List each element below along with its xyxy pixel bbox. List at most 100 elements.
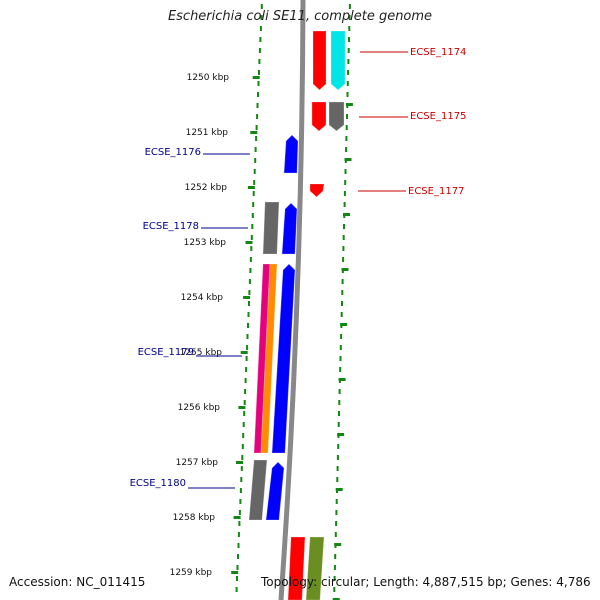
guide-dot	[248, 301, 250, 306]
guide-dot	[251, 224, 254, 229]
scale-label: 1258 kbp	[173, 513, 216, 523]
guide-dot	[249, 257, 252, 262]
guide-dot	[235, 587, 238, 592]
scale-tick-minor	[343, 213, 350, 216]
guide-dot	[237, 532, 240, 537]
gene-feature-outline	[260, 263, 278, 454]
scale-tick-minor	[332, 598, 340, 600]
guide-dot	[341, 279, 344, 284]
gene-feature-outline	[312, 30, 327, 91]
guide-dot	[245, 356, 248, 361]
guide-dot	[258, 48, 261, 53]
guide-dot	[345, 136, 348, 141]
scale-tick-minor	[345, 103, 353, 106]
gene-label: ECSE_1178	[143, 221, 199, 232]
guide-dot	[253, 180, 256, 185]
guide-dot	[239, 488, 242, 493]
guide-dot	[339, 367, 342, 372]
gene-feature-ecse-1178	[282, 203, 297, 254]
scale-label: 1253 kbp	[184, 238, 227, 248]
guide-dot	[248, 290, 251, 295]
gene-feature-ecse-1175	[312, 102, 326, 131]
guide-dot	[254, 158, 257, 163]
gene-feature-ecse-1180	[249, 460, 267, 520]
guide-dot	[259, 37, 262, 42]
scale-tick-minor	[335, 488, 343, 491]
guide-dot	[247, 323, 249, 328]
guide-dot	[337, 422, 340, 427]
guide-dot	[343, 202, 346, 207]
guide-dot	[343, 224, 345, 229]
guide-dot	[255, 136, 258, 141]
scale-tick-minor	[344, 158, 352, 161]
guide-dot	[250, 246, 253, 251]
scale-tick-minor	[340, 323, 348, 326]
scale-tick	[247, 186, 255, 189]
gene-feature-ecse-1175	[329, 102, 344, 131]
gene-feature-outline	[330, 30, 346, 91]
guide-dot	[259, 26, 262, 31]
guide-dot	[258, 59, 261, 64]
guide-dot	[250, 235, 253, 240]
guide-dot	[238, 510, 241, 515]
guide-dot	[247, 312, 250, 317]
guide-dot	[335, 521, 338, 526]
guide-dot	[252, 191, 255, 196]
accession-label: Accession: NC_011415	[9, 575, 146, 589]
guide-dot	[256, 103, 259, 108]
guide-dot	[237, 554, 239, 559]
scale-label: 1250 kbp	[187, 73, 230, 83]
gene-feature-outline	[283, 134, 299, 174]
guide-dot	[241, 444, 244, 449]
guide-dot	[336, 477, 339, 482]
gene-feature-unlabeled	[288, 537, 305, 600]
scale-tick	[240, 351, 248, 354]
guide-dot	[336, 466, 339, 471]
gene-feature-outline	[311, 101, 327, 132]
guide-dot	[342, 246, 345, 251]
scale-tick-minor	[338, 378, 346, 381]
guide-dot	[237, 543, 240, 548]
guide-dot	[251, 213, 254, 218]
guide-dot	[340, 334, 343, 339]
gene-feature-ecse-1177	[310, 184, 324, 197]
gene-feature-outline	[248, 459, 268, 521]
gene-feature-ecse-1179	[261, 264, 277, 453]
guide-dot	[340, 312, 343, 317]
guide-dot	[255, 125, 258, 130]
guide-dot	[345, 147, 348, 152]
scale-label: 1255 kbp	[180, 348, 223, 358]
guide-dot	[238, 521, 241, 526]
scale-tick	[243, 296, 251, 299]
scale-label: 1259 kbp	[170, 568, 213, 578]
guide-dot	[348, 4, 351, 9]
guide-dot	[256, 114, 259, 119]
scale-label: 1256 kbp	[178, 403, 221, 413]
guide-dot	[346, 114, 348, 119]
gene-feature-outline	[287, 536, 306, 600]
scale-tick-minor	[337, 433, 345, 436]
guide-dot	[249, 268, 252, 273]
guide-dot	[348, 26, 351, 31]
topology-label: Topology: circular; Length: 4,887,515 bp…	[261, 575, 591, 589]
guide-dot	[348, 37, 350, 42]
guide-dot	[236, 576, 238, 581]
gene-feature-ecse-1178	[263, 202, 279, 254]
genome-title: Escherichia coli SE11, complete genome	[167, 9, 433, 24]
scale-tick-minor	[334, 543, 342, 546]
guide-dot	[245, 367, 248, 372]
guide-dot	[344, 169, 347, 174]
genome-backbone	[278, 0, 306, 600]
guide-dot	[347, 59, 350, 64]
outer-guide-arc	[333, 4, 351, 592]
gene-label: ECSE_1176	[145, 147, 201, 158]
guide-dot	[339, 345, 342, 350]
scale-tick	[233, 516, 241, 519]
guide-dot	[242, 422, 245, 427]
gene-feature-outline	[265, 461, 285, 521]
guide-dot	[335, 499, 338, 504]
guide-dot	[334, 554, 337, 559]
guide-dot	[341, 301, 343, 306]
